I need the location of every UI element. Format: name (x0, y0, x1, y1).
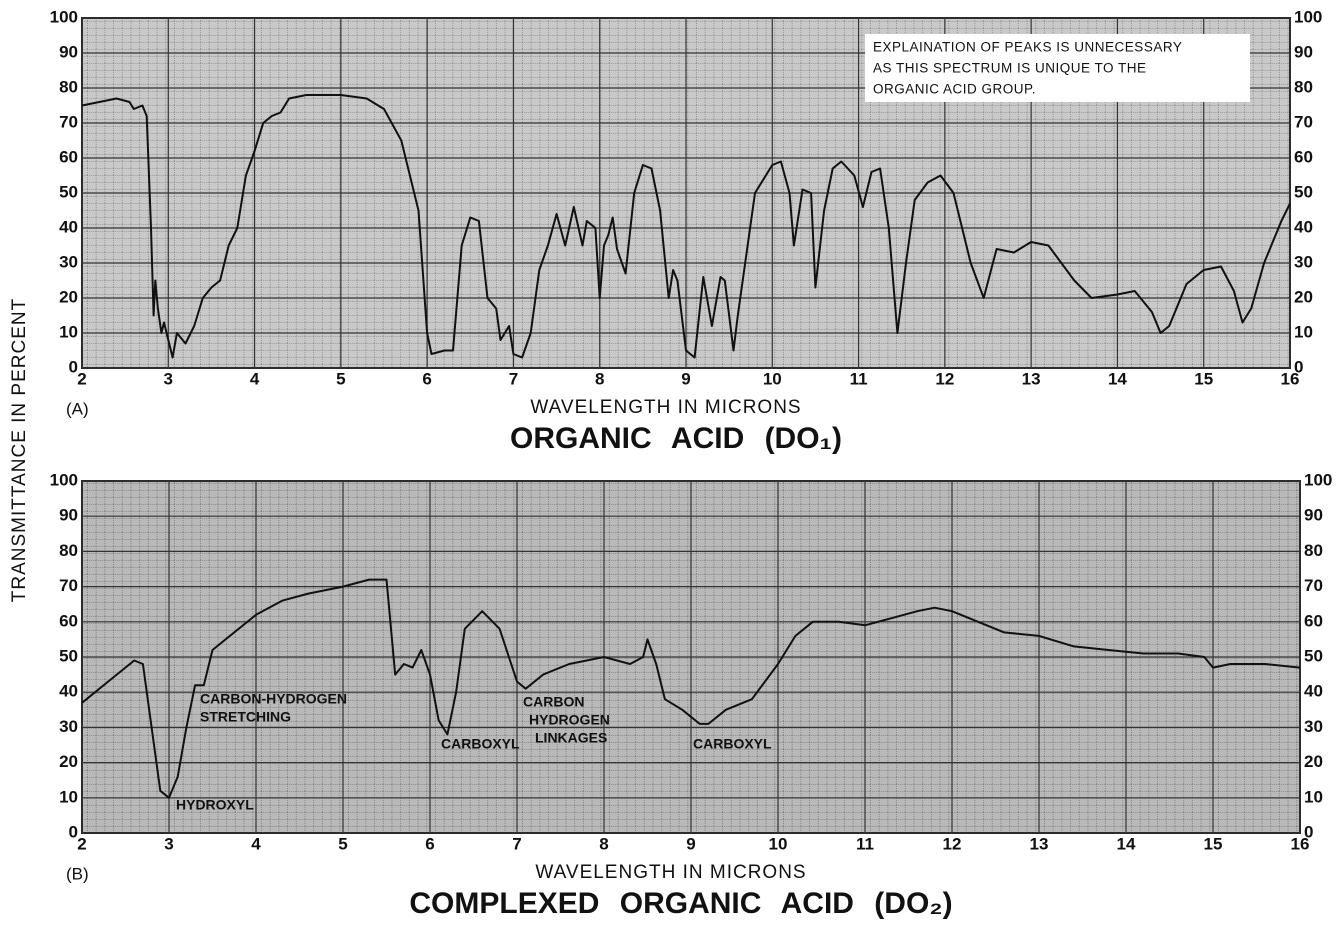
y-tick-label-right: 20 (1294, 287, 1313, 306)
y-tick-label-right: 80 (1294, 77, 1313, 96)
y-tick-label: 40 (59, 217, 78, 236)
x-tick-label: 16 (1281, 369, 1300, 388)
y-tick-label-right: 100 (1294, 7, 1322, 26)
chart-title: ORGANIC ACID (DO₁) (510, 422, 842, 455)
annotation: CARBOXYL (693, 736, 772, 752)
y-tick-label-right: 60 (1304, 611, 1323, 630)
y-tick-label: 30 (59, 252, 78, 271)
x-axis-label: WAVELENGTH IN MICRONS (535, 862, 806, 883)
y-tick-label: 20 (59, 287, 78, 306)
y-tick-label: 10 (59, 322, 78, 341)
x-tick-label: 10 (769, 834, 788, 853)
y-tick-label-right: 10 (1294, 322, 1313, 341)
x-axis-label: WAVELENGTH IN MICRONS (530, 397, 801, 418)
y-tick-label-right: 30 (1304, 717, 1323, 736)
y-tick-label-right: 10 (1304, 787, 1323, 806)
x-tick-label: 4 (250, 369, 260, 388)
y-tick-label: 60 (59, 611, 78, 630)
y-tick-label: 70 (59, 112, 78, 131)
y-tick-label-right: 50 (1294, 182, 1313, 201)
x-tick-label: 8 (595, 369, 604, 388)
x-tick-label: 9 (686, 834, 695, 853)
y-tick-label: 10 (59, 787, 78, 806)
x-tick-label: 16 (1291, 834, 1310, 853)
spectrum-line (81, 578, 1301, 799)
y-tick-label: 0 (69, 822, 78, 841)
annotation: STRETCHING (200, 709, 291, 725)
y-tick-label-right: 90 (1294, 42, 1313, 61)
x-tick-label: 12 (943, 834, 962, 853)
x-tick-label: 10 (763, 369, 782, 388)
x-tick-label: 7 (512, 834, 521, 853)
x-tick-label: 9 (681, 369, 690, 388)
annotation: HYDROXYL (176, 797, 254, 813)
y-tick-label: 30 (59, 717, 78, 736)
x-tick-label: 3 (164, 834, 173, 853)
y-tick-label: 50 (59, 182, 78, 201)
x-tick-label: 7 (509, 369, 518, 388)
x-tick-label: 6 (422, 369, 431, 388)
x-tick-label: 11 (850, 369, 868, 388)
y-tick-label-right: 0 (1304, 822, 1313, 841)
x-tick-label: 2 (77, 369, 86, 388)
annotation: LINKAGES (535, 730, 607, 746)
y-tick-label: 100 (50, 7, 78, 26)
y-tick-label-right: 70 (1304, 576, 1323, 595)
y-tick-label-right: 30 (1294, 252, 1313, 271)
x-tick-label: 13 (1030, 834, 1049, 853)
panel-label: (B) (66, 864, 89, 883)
y-tick-label: 80 (59, 541, 78, 560)
x-tick-label: 6 (425, 834, 434, 853)
x-tick-label: 15 (1194, 369, 1213, 388)
spectrum-line (81, 94, 1291, 359)
y-tick-label-right: 50 (1304, 646, 1323, 665)
y-tick-label: 40 (59, 682, 78, 701)
y-tick-label-right: 70 (1294, 112, 1313, 131)
annotation: CARBOXYL (441, 736, 520, 752)
x-tick-label: 8 (599, 834, 608, 853)
chart-title: COMPLEXED ORGANIC ACID (DO₂) (409, 887, 952, 920)
x-tick-label: 12 (935, 369, 954, 388)
x-tick-label: 5 (338, 834, 347, 853)
x-tick-label: 15 (1204, 834, 1223, 853)
annotation-box (865, 34, 1250, 102)
panel-label: (A) (66, 399, 89, 418)
x-tick-label: 4 (251, 834, 261, 853)
y-tick-label-right: 100 (1304, 470, 1332, 489)
y-tick-label: 70 (59, 576, 78, 595)
annotation: HYDROGEN (529, 712, 610, 728)
y-tick-label-right: 90 (1304, 506, 1323, 525)
y-tick-label: 90 (59, 506, 78, 525)
y-tick-label: 50 (59, 646, 78, 665)
annotation: EXPLAINATION OF PEAKS IS UNNECESSARY (873, 40, 1182, 55)
x-tick-label: 11 (856, 834, 874, 853)
y-tick-label-right: 60 (1294, 147, 1313, 166)
y-tick-label: 100 (50, 470, 78, 489)
x-tick-label: 5 (336, 369, 345, 388)
annotation: ORGANIC ACID GROUP. (873, 82, 1036, 97)
y-tick-label: 0 (69, 357, 78, 376)
x-tick-label: 3 (164, 369, 173, 388)
y-tick-label: 80 (59, 77, 78, 96)
y-tick-label: 90 (59, 42, 78, 61)
x-tick-label: 2 (77, 834, 86, 853)
y-axis-label: TRANSMITTANCE IN PERCENT (9, 298, 30, 602)
y-tick-label-right: 80 (1304, 541, 1323, 560)
y-tick-label: 60 (59, 147, 78, 166)
y-tick-label-right: 40 (1294, 217, 1313, 236)
annotation: AS THIS SPECTRUM IS UNIQUE TO THE (873, 61, 1147, 76)
annotation: CARBON-HYDROGEN (200, 691, 347, 707)
y-tick-label-right: 20 (1304, 752, 1323, 771)
y-tick-label-right: 0 (1294, 357, 1303, 376)
y-tick-label: 20 (59, 752, 78, 771)
y-tick-label-right: 40 (1304, 682, 1323, 701)
annotation: CARBON (523, 694, 584, 710)
x-tick-label: 14 (1108, 369, 1127, 388)
x-tick-label: 14 (1117, 834, 1136, 853)
x-tick-label: 13 (1022, 369, 1041, 388)
